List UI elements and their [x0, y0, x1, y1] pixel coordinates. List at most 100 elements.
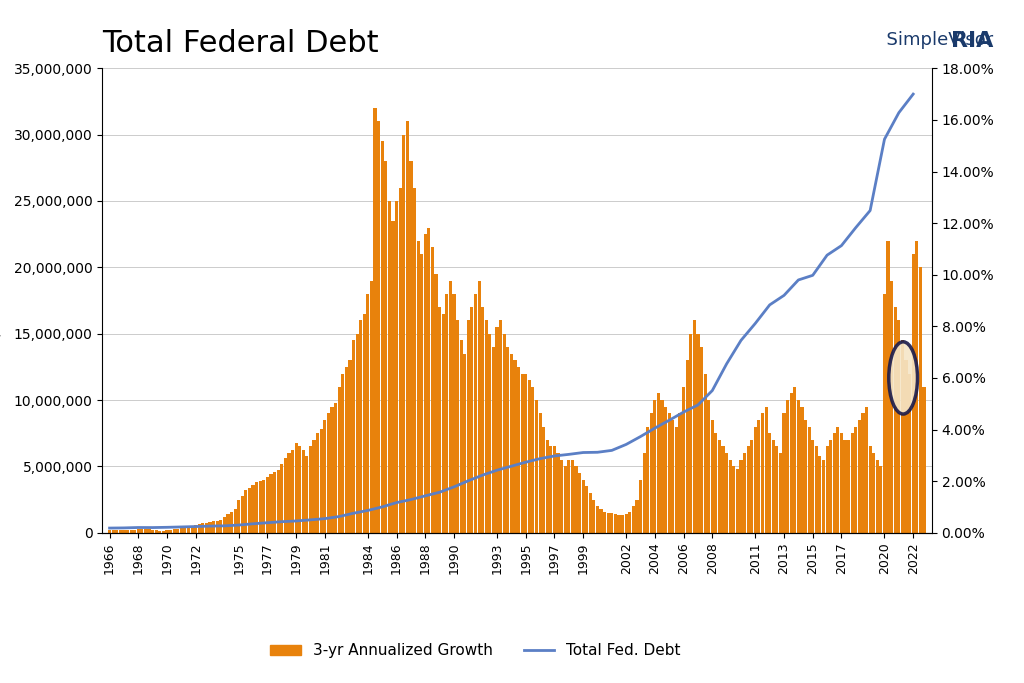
Bar	[245, 490, 248, 533]
Bar	[305, 456, 308, 533]
Bar	[715, 433, 718, 533]
Bar	[718, 440, 721, 533]
Bar	[808, 427, 811, 533]
Bar	[758, 420, 761, 533]
Bar	[646, 427, 649, 533]
Bar	[923, 387, 926, 533]
Bar	[606, 513, 610, 533]
Bar	[585, 486, 589, 533]
Bar	[212, 521, 215, 533]
Bar	[901, 340, 904, 533]
Bar	[754, 427, 757, 533]
Bar	[553, 447, 556, 533]
Bar	[319, 429, 323, 533]
Bar	[708, 400, 711, 533]
Bar	[338, 387, 341, 533]
Bar	[610, 513, 613, 533]
Bar	[632, 506, 635, 533]
Bar	[327, 413, 330, 533]
Bar	[703, 374, 707, 533]
Bar	[122, 530, 126, 533]
Bar	[693, 320, 696, 533]
Bar	[252, 485, 255, 533]
Bar	[202, 523, 205, 533]
Bar	[288, 453, 291, 533]
Bar	[668, 413, 671, 533]
Bar	[226, 514, 229, 533]
Bar	[438, 307, 441, 533]
Bar	[837, 427, 840, 533]
Bar	[613, 514, 617, 533]
Bar	[180, 528, 183, 533]
Bar	[281, 464, 284, 533]
Bar	[876, 460, 879, 533]
Total Fed. Debt	[447, 483, 460, 491]
Bar	[858, 420, 861, 533]
Bar	[276, 471, 280, 533]
Bar	[560, 460, 563, 533]
Bar	[625, 514, 628, 533]
Bar	[355, 334, 358, 533]
Bar	[309, 447, 312, 533]
Bar	[872, 453, 876, 533]
Bar	[656, 393, 660, 533]
Bar	[377, 122, 380, 533]
Bar	[112, 530, 115, 533]
Bar	[395, 201, 398, 533]
Bar	[298, 447, 301, 533]
Bar	[233, 509, 237, 533]
Bar	[316, 433, 319, 533]
Bar	[463, 354, 466, 533]
Bar	[660, 400, 664, 533]
Bar	[642, 453, 646, 533]
Bar	[574, 466, 578, 533]
Bar	[739, 460, 742, 533]
Text: RIA: RIA	[951, 31, 993, 51]
Line: Total Fed. Debt: Total Fed. Debt	[110, 94, 913, 528]
Bar	[119, 531, 122, 533]
Bar	[255, 482, 258, 533]
Bar	[570, 460, 573, 533]
Bar	[679, 413, 682, 533]
Bar	[596, 506, 599, 533]
Bar	[621, 516, 625, 533]
Bar	[266, 477, 269, 533]
Bar	[700, 347, 703, 533]
Bar	[183, 527, 186, 533]
Bar	[844, 440, 847, 533]
Y-axis label: $ Millions: $ Millions	[0, 262, 3, 339]
Bar	[230, 512, 233, 533]
Bar	[352, 340, 355, 533]
Bar	[672, 420, 675, 533]
Bar	[488, 334, 492, 533]
Bar	[449, 281, 452, 533]
Bar	[524, 374, 527, 533]
Bar	[919, 267, 922, 533]
Bar	[790, 393, 793, 533]
Bar	[391, 221, 394, 533]
Bar	[427, 227, 430, 533]
Total Fed. Debt	[318, 514, 331, 522]
Bar	[155, 531, 158, 533]
Bar	[765, 406, 768, 533]
Total Fed. Debt	[103, 524, 116, 532]
Bar	[359, 320, 362, 533]
Bar	[854, 427, 857, 533]
Bar	[453, 294, 456, 533]
Bar	[599, 509, 603, 533]
Bar	[725, 453, 728, 533]
Bar	[477, 281, 480, 533]
Bar	[341, 374, 344, 533]
Text: SimpleVisor: SimpleVisor	[829, 31, 993, 48]
Bar	[136, 529, 140, 533]
Bar	[129, 530, 133, 533]
Bar	[751, 440, 754, 533]
Bar	[284, 458, 287, 533]
Bar	[402, 135, 406, 533]
Bar	[736, 469, 739, 533]
Bar	[592, 499, 596, 533]
Bar	[345, 367, 348, 533]
Bar	[223, 517, 226, 533]
Bar	[166, 530, 169, 533]
Bar	[510, 354, 513, 533]
